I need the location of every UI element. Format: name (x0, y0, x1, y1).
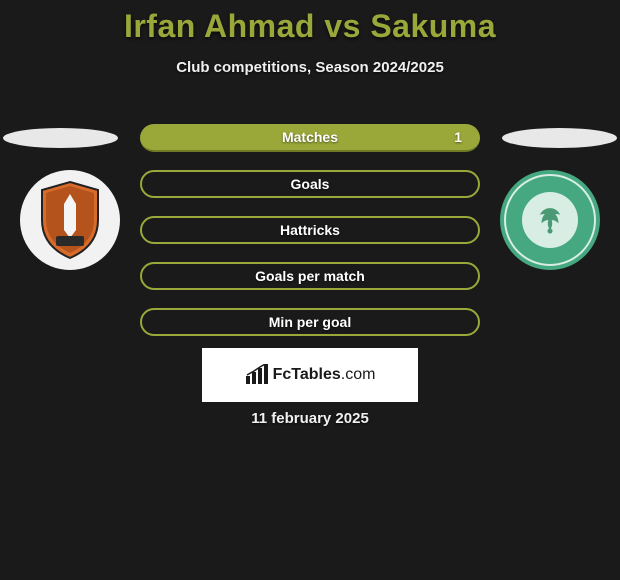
club-crest-right (500, 170, 600, 270)
shield-icon (38, 180, 102, 260)
stat-bars: Matches 1 Goals Hattricks Goals per matc… (140, 124, 480, 354)
comparison-date: 11 february 2025 (0, 410, 620, 427)
bars-icon (245, 364, 269, 386)
comparison-title: Irfan Ahmad vs Sakuma (0, 0, 620, 45)
brand-watermark: FcTables.com (202, 348, 418, 402)
comparison-subtitle: Club competitions, Season 2024/2025 (0, 59, 620, 76)
stat-bar-min-per-goal: Min per goal (140, 308, 480, 336)
stat-label: Goals per match (255, 268, 365, 284)
crest-ring (504, 174, 596, 266)
player-ellipse-right (502, 128, 617, 148)
stat-label: Matches (282, 129, 338, 145)
brand-text: FcTables.com (273, 366, 376, 384)
stat-bar-hattricks: Hattricks (140, 216, 480, 244)
stat-label: Hattricks (280, 222, 340, 238)
stat-value: 1 (454, 129, 462, 145)
stat-label: Goals (291, 176, 330, 192)
stat-label: Min per goal (269, 314, 351, 330)
stat-bar-matches: Matches 1 (140, 124, 480, 152)
stat-bar-goals: Goals (140, 170, 480, 198)
club-crest-left (20, 170, 120, 270)
stat-bar-goals-per-match: Goals per match (140, 262, 480, 290)
player-ellipse-left (3, 128, 118, 148)
